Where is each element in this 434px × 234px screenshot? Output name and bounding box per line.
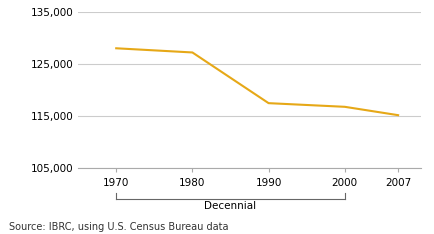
Text: Source: IBRC, using U.S. Census Bureau data: Source: IBRC, using U.S. Census Bureau d…	[9, 222, 228, 232]
Text: Decennial: Decennial	[204, 201, 256, 211]
